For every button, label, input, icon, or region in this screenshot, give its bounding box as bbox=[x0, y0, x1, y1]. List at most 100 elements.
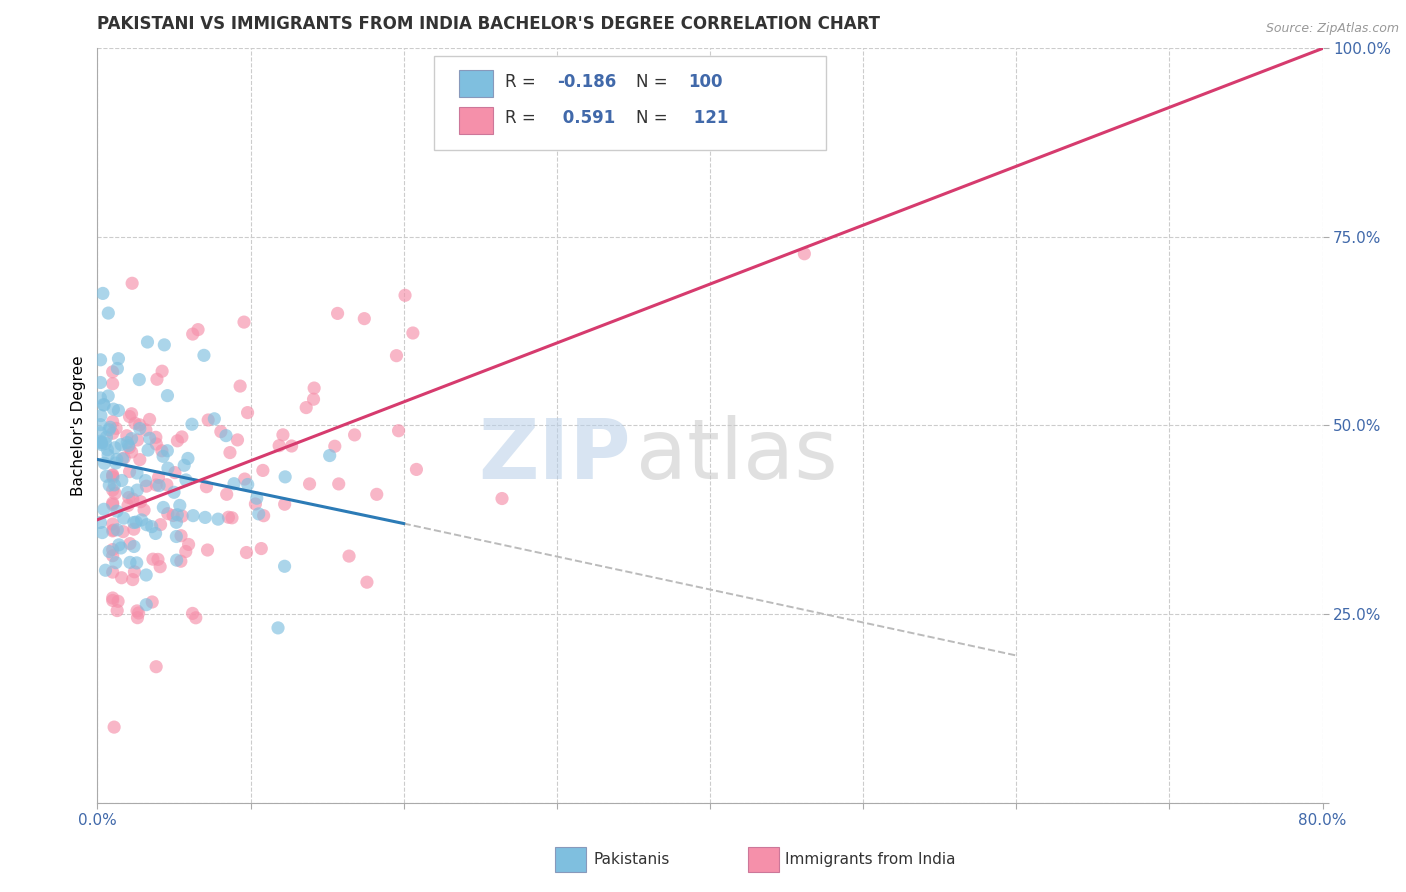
Point bbox=[138, 431, 160, 445]
Point bbox=[229, 379, 252, 393]
Point bbox=[222, 476, 245, 491]
Point bbox=[181, 417, 204, 432]
Point bbox=[215, 487, 238, 501]
Point bbox=[101, 426, 124, 441]
Point bbox=[91, 286, 114, 301]
Point bbox=[121, 407, 143, 421]
Point bbox=[150, 443, 173, 458]
Point bbox=[132, 503, 155, 517]
Point bbox=[141, 519, 163, 533]
Point bbox=[236, 406, 259, 420]
Point bbox=[94, 563, 117, 577]
Point bbox=[125, 556, 148, 570]
Point bbox=[235, 545, 257, 559]
Text: atlas: atlas bbox=[637, 415, 838, 496]
Point bbox=[136, 334, 159, 349]
Point bbox=[89, 516, 111, 530]
Point bbox=[101, 376, 124, 391]
Point bbox=[107, 594, 129, 608]
Point bbox=[91, 525, 114, 540]
Point bbox=[122, 522, 145, 536]
Point bbox=[163, 485, 186, 500]
Point bbox=[152, 500, 174, 515]
FancyBboxPatch shape bbox=[434, 56, 827, 150]
Point bbox=[96, 469, 118, 483]
Point bbox=[197, 543, 219, 558]
Point bbox=[90, 435, 112, 450]
Point bbox=[101, 470, 124, 484]
Point bbox=[187, 323, 209, 337]
Point bbox=[194, 510, 217, 524]
Point bbox=[197, 413, 219, 427]
Point bbox=[121, 445, 143, 459]
Point bbox=[173, 458, 195, 473]
Point bbox=[135, 598, 157, 612]
Point bbox=[96, 430, 118, 444]
FancyBboxPatch shape bbox=[458, 106, 494, 134]
Point bbox=[97, 306, 120, 320]
Point bbox=[117, 438, 139, 452]
Point bbox=[118, 465, 141, 479]
Point bbox=[111, 451, 134, 466]
Point bbox=[141, 595, 163, 609]
Point bbox=[101, 498, 124, 512]
Point bbox=[121, 491, 143, 506]
Point bbox=[253, 508, 276, 523]
Point bbox=[387, 424, 409, 438]
Point bbox=[166, 553, 188, 567]
Point bbox=[105, 523, 128, 537]
Point bbox=[101, 496, 124, 510]
Point bbox=[103, 478, 125, 492]
Text: R =: R = bbox=[505, 72, 541, 91]
Point bbox=[174, 544, 197, 558]
Point bbox=[107, 403, 129, 417]
Point bbox=[93, 398, 115, 412]
Point bbox=[156, 443, 179, 458]
Point bbox=[103, 523, 125, 537]
Point bbox=[149, 559, 172, 574]
Point bbox=[90, 435, 112, 450]
Text: 121: 121 bbox=[688, 109, 728, 127]
Point bbox=[101, 542, 124, 557]
Point bbox=[101, 591, 124, 605]
Point bbox=[219, 445, 242, 459]
Point bbox=[90, 409, 112, 423]
Point bbox=[491, 491, 513, 506]
Point bbox=[280, 439, 302, 453]
Point bbox=[326, 306, 349, 320]
Point bbox=[105, 361, 128, 376]
Point bbox=[145, 526, 167, 541]
Point bbox=[128, 417, 150, 432]
Point bbox=[177, 451, 200, 466]
Point bbox=[233, 472, 256, 486]
Point bbox=[274, 470, 297, 484]
Point bbox=[209, 425, 232, 439]
Point bbox=[174, 473, 197, 487]
Text: Immigrants from India: Immigrants from India bbox=[785, 853, 955, 867]
Point bbox=[127, 483, 149, 497]
Point bbox=[269, 439, 291, 453]
Text: 0.591: 0.591 bbox=[557, 109, 614, 127]
Point bbox=[121, 432, 143, 446]
Point bbox=[148, 478, 170, 492]
Point bbox=[135, 568, 157, 582]
Point bbox=[101, 468, 124, 483]
Point bbox=[356, 575, 378, 590]
Point bbox=[250, 541, 273, 556]
Point bbox=[103, 720, 125, 734]
Point bbox=[105, 604, 128, 618]
Point bbox=[112, 450, 135, 465]
Point bbox=[165, 529, 187, 543]
Point bbox=[135, 423, 157, 437]
Point bbox=[323, 439, 346, 453]
Point bbox=[101, 516, 124, 531]
Point bbox=[89, 417, 111, 432]
Point bbox=[125, 604, 148, 618]
Point bbox=[298, 477, 321, 491]
Point bbox=[124, 565, 146, 579]
Point bbox=[125, 515, 148, 529]
Point bbox=[181, 508, 204, 523]
Point bbox=[337, 549, 360, 563]
Point bbox=[156, 461, 179, 475]
Point bbox=[146, 552, 169, 566]
